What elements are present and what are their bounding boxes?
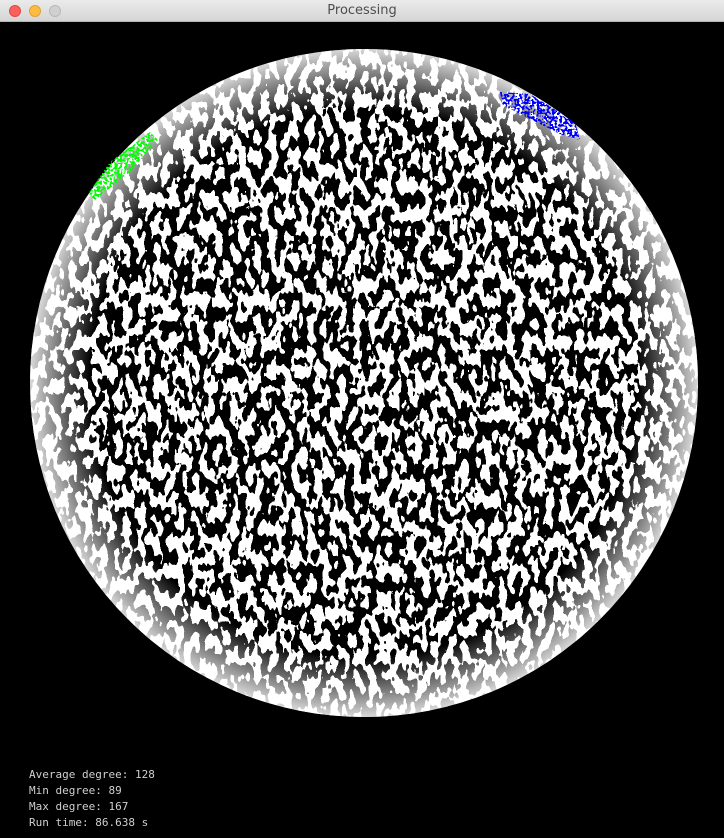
blue-cluster [500,92,580,140]
stat-line: Average degree: 128 [29,768,155,781]
stat-line: Min degree: 89 [29,784,122,797]
canvas [30,49,698,717]
stat-line: Max degree: 167 [29,800,129,813]
title-bar: Processing [0,0,724,22]
close-button[interactable] [9,5,21,17]
edge-fade [30,49,698,717]
stats: Average degree: 128 Min degree: 89 Max deg… [29,767,155,831]
minimize-button[interactable] [29,5,41,17]
zoom-button[interactable] [49,5,61,17]
window-title: Processing [327,3,397,18]
stat-line: Run time: 86.638 s [29,816,149,829]
green-cluster [88,132,158,200]
